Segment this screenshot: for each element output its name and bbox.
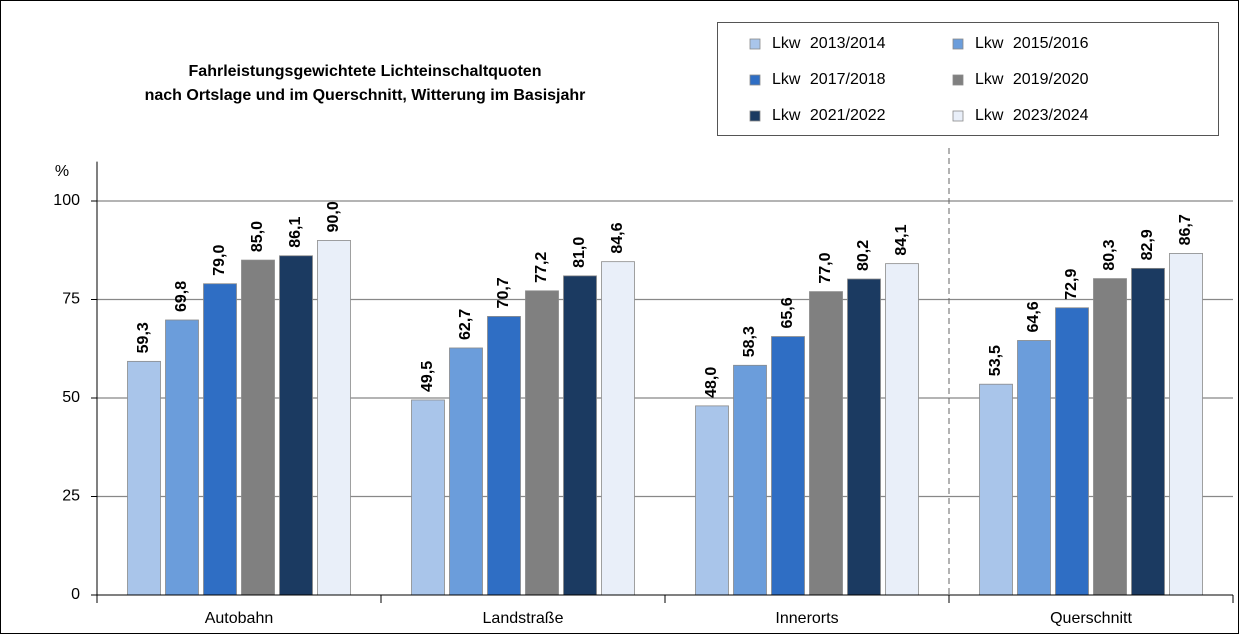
legend-swatch bbox=[749, 38, 761, 50]
legend-label: Lkw 2013/2014 bbox=[772, 35, 886, 52]
value-label: 77,2 bbox=[533, 252, 550, 283]
bar bbox=[809, 291, 843, 596]
bar bbox=[733, 364, 767, 596]
x-tick-label: Landstraße bbox=[483, 610, 564, 627]
legend-swatch bbox=[952, 110, 964, 122]
legend-box bbox=[717, 22, 1219, 136]
value-label: 49,5 bbox=[419, 361, 436, 392]
bar bbox=[979, 383, 1013, 596]
bar bbox=[487, 316, 521, 596]
bar bbox=[279, 255, 313, 596]
legend-swatch bbox=[952, 74, 964, 86]
legend-label: Lkw 2023/2024 bbox=[975, 107, 1089, 124]
y-tick-label: 50 bbox=[62, 389, 80, 406]
bar bbox=[1055, 307, 1089, 596]
value-label: 59,3 bbox=[135, 322, 152, 353]
legend-swatch bbox=[749, 110, 761, 122]
x-tick-label: Innerorts bbox=[775, 610, 838, 627]
value-label: 82,9 bbox=[1139, 229, 1156, 260]
legend-label: Lkw 2017/2018 bbox=[772, 71, 886, 88]
bar bbox=[241, 259, 275, 596]
bar bbox=[165, 319, 199, 596]
legend-label: Lkw 2015/2016 bbox=[975, 35, 1089, 52]
bar bbox=[449, 347, 483, 596]
value-label: 86,7 bbox=[1177, 214, 1194, 245]
value-label: 81,0 bbox=[571, 237, 588, 268]
x-tick-label: Querschnitt bbox=[1050, 610, 1132, 627]
value-label: 90,0 bbox=[325, 201, 342, 232]
y-tick-label: 100 bbox=[53, 192, 80, 209]
bar bbox=[203, 283, 237, 596]
chart-title: Fahrleistungsgewichtete Lichteinschaltqu… bbox=[189, 63, 542, 80]
bar bbox=[771, 336, 805, 596]
value-label: 53,5 bbox=[987, 345, 1004, 376]
bar bbox=[885, 263, 919, 596]
value-label: 62,7 bbox=[457, 309, 474, 340]
value-label: 64,6 bbox=[1025, 301, 1042, 332]
legend-label: Lkw 2021/2022 bbox=[772, 107, 886, 124]
y-tick-label: 75 bbox=[62, 291, 80, 308]
value-label: 86,1 bbox=[287, 217, 304, 248]
value-label: 65,6 bbox=[779, 297, 796, 328]
x-tick-label: Autobahn bbox=[205, 610, 274, 627]
value-label: 85,0 bbox=[249, 221, 266, 252]
value-label: 79,0 bbox=[211, 244, 228, 275]
legend-label: Lkw 2019/2020 bbox=[975, 71, 1089, 88]
value-label: 70,7 bbox=[495, 277, 512, 308]
bar bbox=[847, 278, 881, 596]
chart-title: nach Ortslage und im Querschnitt, Witter… bbox=[145, 87, 586, 104]
value-label: 69,8 bbox=[173, 281, 190, 312]
legend-swatch bbox=[952, 38, 964, 50]
value-label: 58,3 bbox=[741, 326, 758, 357]
value-label: 84,6 bbox=[609, 222, 626, 253]
bar bbox=[601, 261, 635, 596]
bar bbox=[1169, 253, 1203, 596]
value-label: 77,0 bbox=[817, 252, 834, 283]
bar bbox=[525, 290, 559, 596]
bar bbox=[563, 275, 597, 596]
bar bbox=[1093, 278, 1127, 596]
bar bbox=[1017, 340, 1051, 596]
value-label: 80,2 bbox=[855, 240, 872, 271]
value-label: 80,3 bbox=[1101, 239, 1118, 270]
value-label: 84,1 bbox=[893, 224, 910, 255]
y-tick-label: 25 bbox=[62, 488, 80, 505]
bar bbox=[411, 399, 445, 596]
bar bbox=[317, 239, 351, 596]
bar bbox=[695, 405, 729, 596]
y-axis-label: % bbox=[55, 163, 69, 180]
bar bbox=[127, 360, 161, 596]
value-label: 48,0 bbox=[703, 367, 720, 398]
bar bbox=[1131, 267, 1165, 596]
y-tick-label: 0 bbox=[71, 586, 80, 603]
legend-swatch bbox=[749, 74, 761, 86]
value-label: 72,9 bbox=[1063, 269, 1080, 300]
